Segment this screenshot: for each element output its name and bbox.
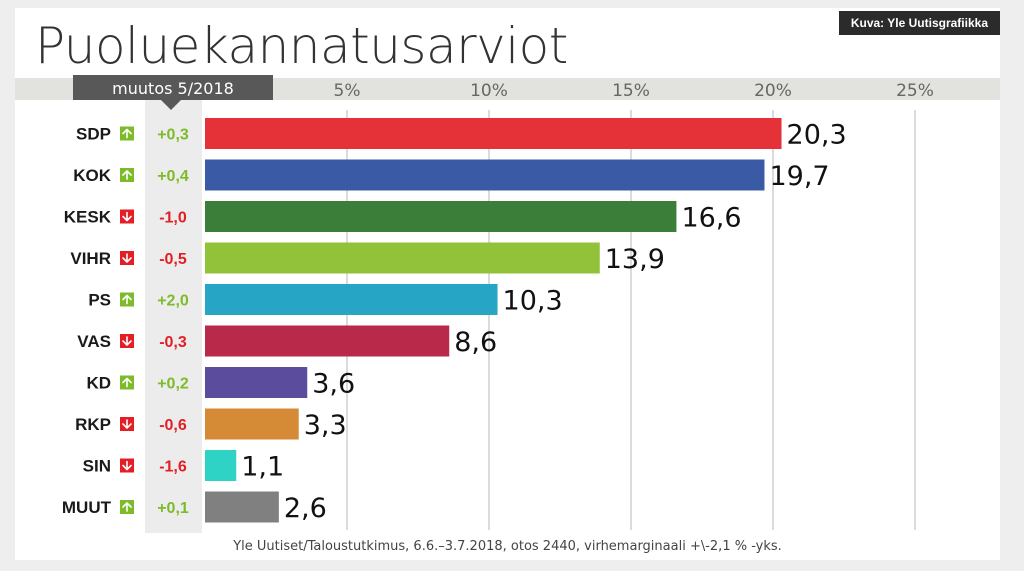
image-credit: Kuva: Yle Uutisgrafiikka [838,11,1000,35]
chart-card: Puoluekannatusarviot Kuva: Yle Uutisgraf… [15,8,1000,560]
arrow-glyph [122,336,132,346]
value-label: 8,6 [454,327,497,358]
party-label: MUUT [62,498,112,517]
x-tick-label: 5% [334,81,361,101]
party-label: PS [88,291,111,310]
value-label: 3,3 [304,410,347,441]
change-label: +0,3 [157,127,189,144]
change-label: +0,1 [157,500,189,517]
arrow-glyph [122,211,132,222]
change-label: -0,3 [159,334,187,351]
change-label: +0,2 [157,376,189,393]
party-label: KOK [73,166,112,185]
bar [205,367,308,398]
bar [205,284,498,315]
x-tick-label: 25% [896,81,934,101]
arrow-glyph [122,502,132,512]
value-label: 19,7 [769,161,829,192]
value-label: 10,3 [503,286,563,317]
party-label: KESK [64,208,112,227]
change-label: +2,0 [157,293,189,310]
change-label: -1,6 [159,459,187,476]
change-header-bg [73,75,273,100]
x-tick-label: 15% [612,81,650,101]
arrow-glyph [122,419,132,429]
arrow-glyph [122,253,132,263]
value-label: 3,6 [312,369,355,400]
bar [205,242,600,274]
arrow-glyph [122,170,132,180]
arrow-glyph [122,128,132,139]
party-label: RKP [75,415,111,434]
change-header-label: muutos 5/2018 [112,79,234,98]
value-label: 20,3 [787,120,847,151]
party-label: KD [86,374,111,393]
change-label: -0,6 [159,417,187,434]
value-label: 13,9 [605,244,665,275]
bar [205,408,299,440]
change-label: -1,0 [159,210,187,227]
arrow-glyph [122,294,132,305]
change-label: -0,5 [159,251,187,268]
party-label: SIN [83,457,111,476]
party-label: VAS [77,332,111,351]
value-label: 2,6 [284,493,327,524]
bar [205,159,765,191]
party-label: SDP [76,125,111,144]
bar [205,325,450,357]
party-label: VIHR [70,249,111,268]
bar [205,118,782,149]
value-label: 1,1 [241,452,284,483]
bar [205,201,677,232]
value-label: 16,6 [681,203,741,234]
bar [205,491,279,523]
source-note: Yle Uutiset/Taloustutkimus, 6.6.–3.7.201… [233,539,782,554]
bar [205,450,237,481]
bar-chart: muutos 5/2018 5% 10% 15% 20% 25% 20,3 SDP +0,3… [15,75,1000,533]
chart-title: Puoluekannatusarviot [35,17,568,75]
change-label: +0,4 [157,168,189,185]
x-tick-label: 10% [470,81,508,101]
arrow-glyph [122,377,132,388]
change-column-bg [145,100,202,533]
change-header-pointer [161,100,181,110]
x-tick-label: 20% [754,81,792,101]
arrow-glyph [122,460,132,471]
